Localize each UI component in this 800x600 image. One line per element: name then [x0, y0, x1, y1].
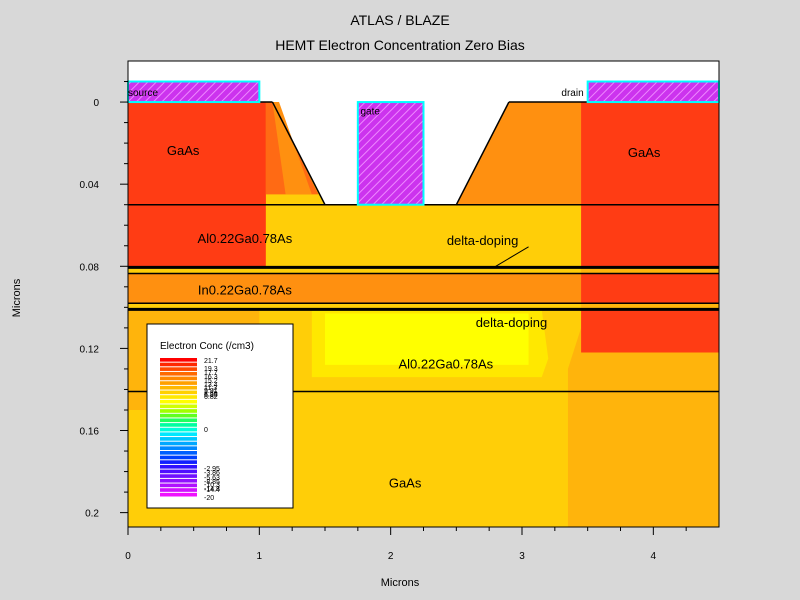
y-tick-label: 0.08: [80, 262, 100, 273]
region-gaas-cap-left: [128, 102, 266, 205]
x-tick-label: 4: [651, 551, 657, 562]
legend-label: 16.3: [204, 374, 218, 381]
region-label: GaAs: [628, 145, 661, 160]
region-label: GaAs: [389, 475, 422, 490]
region-barrier-left: [128, 204, 266, 268]
region-label: Al0.22Ga0.78As: [198, 231, 293, 246]
region-label: In0.22Ga0.78As: [198, 282, 292, 297]
legend-label: 19.3: [204, 366, 218, 373]
drain-label: drain: [561, 88, 583, 99]
legend-swatch: [160, 404, 197, 409]
region-cap-left-slope: [272, 102, 312, 195]
legend-swatch: [160, 437, 197, 441]
x-tick-label: 2: [388, 551, 394, 562]
legend-label: -3.86: [204, 470, 220, 477]
legend-label: 21.7: [204, 358, 218, 365]
legend-swatch: [160, 376, 197, 381]
y-tick-label: 0.16: [80, 427, 100, 438]
legend-swatch: [160, 488, 197, 492]
drain-electrode: [586, 80, 721, 104]
legend-label: 11.3: [204, 385, 217, 392]
legend-swatch: [160, 464, 197, 469]
legend-swatch: [160, 409, 197, 413]
region-gaas-cap-right: [581, 102, 719, 205]
legend-swatch: [160, 418, 197, 423]
legend-swatch: [160, 478, 197, 483]
legend-swatch: [160, 358, 197, 362]
legend-swatch: [160, 399, 197, 404]
legend-swatch: [160, 460, 197, 464]
legend-label: -8.85: [204, 479, 220, 486]
region-barrier-right: [581, 204, 719, 268]
x-tick-label: 1: [257, 551, 263, 562]
legend-swatch: [160, 483, 197, 488]
legend-swatch: [160, 395, 197, 399]
legend-swatch: [160, 427, 197, 432]
y-tick-label: 0.04: [80, 180, 100, 191]
x-tick-label: 3: [519, 551, 525, 562]
region-cap-right-slope: [456, 102, 588, 205]
x-tick-label: 0: [125, 551, 131, 562]
legend-title: Electron Conc (/cm3): [160, 341, 254, 352]
legend-swatch: [160, 385, 197, 390]
region-barrier-center: [265, 204, 582, 268]
region-barrier-peak: [325, 313, 529, 365]
legend-label: 0: [204, 427, 208, 434]
legend-swatch: [160, 390, 197, 395]
legend-swatch: [160, 367, 197, 371]
y-tick-label: 0.2: [85, 509, 99, 520]
region-barrier-lower-right: [581, 309, 719, 353]
legend-swatch: [160, 371, 197, 376]
legend-label: -10.3: [204, 482, 220, 489]
legend-swatch: [160, 362, 197, 367]
region-label: Al0.22Ga0.78As: [398, 356, 493, 371]
recess-edge-left: [271, 101, 326, 206]
legend-label: 6.82: [204, 394, 218, 401]
legend-swatch: [160, 446, 197, 450]
recess-edge-right: [455, 101, 510, 206]
gate-label: gate: [360, 106, 380, 117]
legend-label: 13.4: [204, 382, 218, 389]
legend-label: 8.59: [204, 391, 218, 398]
legend-swatch: [160, 441, 197, 446]
plot-title: HEMT Electron Concentration Zero Bias: [275, 37, 525, 53]
legend-label: 17.7: [204, 370, 218, 377]
legend-label: 9.91: [204, 388, 218, 395]
legend-swatch: [160, 451, 197, 455]
legend-label: -14.8: [204, 486, 220, 493]
legend-swatch: [160, 413, 197, 418]
legend-swatch: [160, 455, 197, 460]
legend-label: -5.63: [204, 475, 220, 482]
region-label: delta-doping: [476, 315, 548, 330]
region-ingaas-channel: [128, 273, 719, 304]
x-axis-label: Microns: [380, 577, 420, 589]
legend-swatch: [160, 469, 197, 474]
legend-swatch: [160, 423, 197, 427]
delta-doping-leader: [495, 246, 529, 267]
legend-label: 6.85: [204, 392, 218, 399]
region-label: GaAs: [167, 143, 200, 158]
y-tick-label: 0: [93, 98, 99, 109]
source-label: source: [128, 88, 158, 99]
y-tick-label: 0.12: [80, 344, 100, 355]
app-title: ATLAS / BLAZE: [350, 12, 450, 28]
legend-label: -2.95: [204, 466, 220, 473]
legend-swatch: [160, 492, 197, 497]
legend-label: 15.2: [204, 378, 218, 385]
legend-swatch: [160, 381, 197, 385]
legend-swatch: [160, 432, 197, 437]
legend-swatch: [160, 474, 197, 478]
region-label: delta-doping: [447, 233, 519, 248]
legend-label: -20: [204, 495, 214, 502]
legend-label: -14.4: [204, 487, 220, 494]
region-channel-right: [581, 273, 719, 304]
gate-electrode: [356, 101, 425, 206]
